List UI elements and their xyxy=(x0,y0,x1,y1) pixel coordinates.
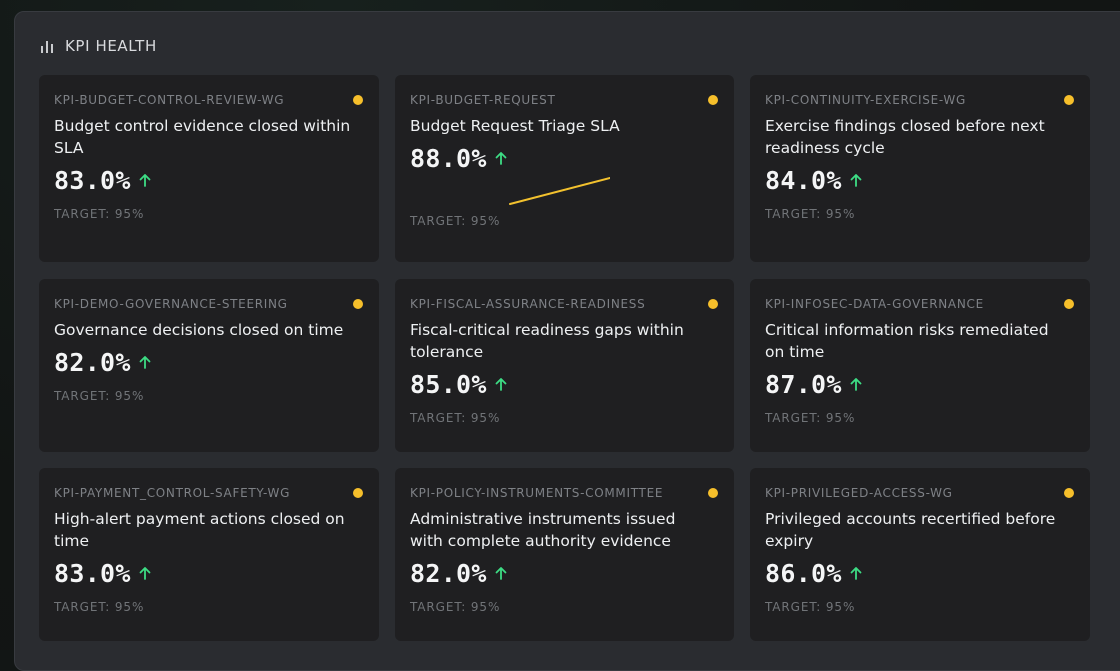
trend-up-icon xyxy=(139,567,151,580)
kpi-id: KPI-DEMO-GOVERNANCE-STEERING xyxy=(54,297,288,311)
kpi-title: Critical information risks remediated on… xyxy=(765,321,1049,361)
status-dot xyxy=(708,299,718,309)
kpi-card[interactable]: KPI-FISCAL-ASSURANCE-READINESS Fiscal-cr… xyxy=(395,279,734,452)
panel-title: KPI HEALTH xyxy=(65,37,157,55)
kpi-id: KPI-POLICY-INSTRUMENTS-COMMITTEE xyxy=(410,486,664,500)
kpi-target: TARGET: 95% xyxy=(410,411,501,425)
status-dot xyxy=(353,299,363,309)
status-dot xyxy=(708,95,718,105)
kpi-id: KPI-BUDGET-REQUEST xyxy=(410,93,556,107)
trend-up-icon xyxy=(495,378,507,391)
kpi-target: TARGET: 95% xyxy=(410,600,501,614)
kpi-health-panel: KPI HEALTH KPI-BUDGET-CONTROL-REVIEW-WG … xyxy=(14,11,1120,671)
kpi-value: 84.0% xyxy=(765,165,842,195)
trend-up-icon xyxy=(495,567,507,580)
kpi-value: 82.0% xyxy=(54,347,131,377)
kpi-title: Budget Request Triage SLA xyxy=(410,117,620,135)
kpi-value: 85.0% xyxy=(410,369,487,399)
kpi-id: KPI-PRIVILEGED-ACCESS-WG xyxy=(765,486,953,500)
kpi-card[interactable]: KPI-INFOSEC-DATA-GOVERNANCE Critical inf… xyxy=(750,279,1090,452)
kpi-id: KPI-PAYMENT_CONTROL-SAFETY-WG xyxy=(54,486,291,500)
status-dot xyxy=(1064,299,1074,309)
status-dot xyxy=(1064,488,1074,498)
sparkline xyxy=(509,177,610,205)
kpi-card[interactable]: KPI-BUDGET-CONTROL-REVIEW-WG Budget cont… xyxy=(39,75,379,262)
kpi-title: Privileged accounts recertified before e… xyxy=(765,510,1056,550)
kpi-value: 82.0% xyxy=(410,558,487,588)
kpi-value: 86.0% xyxy=(765,558,842,588)
kpi-title: Governance decisions closed on time xyxy=(54,321,344,339)
trend-up-icon xyxy=(850,567,862,580)
kpi-id: KPI-FISCAL-ASSURANCE-READINESS xyxy=(410,297,646,311)
status-dot xyxy=(708,488,718,498)
kpi-id: KPI-INFOSEC-DATA-GOVERNANCE xyxy=(765,297,984,311)
kpi-title: Fiscal-critical readiness gaps within to… xyxy=(410,321,684,361)
trend-up-icon xyxy=(850,174,862,187)
status-dot xyxy=(353,95,363,105)
kpi-card[interactable]: KPI-DEMO-GOVERNANCE-STEERING Governance … xyxy=(39,279,379,452)
trend-up-icon xyxy=(139,356,151,369)
kpi-title: Exercise findings closed before next rea… xyxy=(765,117,1045,157)
kpi-target: TARGET: 95% xyxy=(54,389,145,403)
kpi-target: TARGET: 95% xyxy=(54,207,145,221)
kpi-target: TARGET: 95% xyxy=(410,214,501,228)
kpi-value: 83.0% xyxy=(54,165,131,195)
kpi-card[interactable]: KPI-PRIVILEGED-ACCESS-WG Privileged acco… xyxy=(750,468,1090,641)
kpi-target: TARGET: 95% xyxy=(765,600,856,614)
kpi-card[interactable]: KPI-CONTINUITY-EXERCISE-WG Exercise find… xyxy=(750,75,1090,262)
bar-chart-icon xyxy=(41,41,53,53)
kpi-card[interactable]: KPI-PAYMENT_CONTROL-SAFETY-WG High-alert… xyxy=(39,468,379,641)
status-dot xyxy=(353,488,363,498)
trend-up-icon xyxy=(495,152,507,165)
kpi-title: High-alert payment actions closed on tim… xyxy=(54,510,345,550)
kpi-value: 88.0% xyxy=(410,143,487,173)
kpi-title: Administrative instruments issued with c… xyxy=(410,510,676,550)
kpi-target: TARGET: 95% xyxy=(765,207,856,221)
kpi-value: 83.0% xyxy=(54,558,131,588)
kpi-target: TARGET: 95% xyxy=(765,411,856,425)
status-dot xyxy=(1064,95,1074,105)
kpi-card[interactable]: KPI-POLICY-INSTRUMENTS-COMMITTEE Adminis… xyxy=(395,468,734,641)
kpi-id: KPI-CONTINUITY-EXERCISE-WG xyxy=(765,93,966,107)
kpi-target: TARGET: 95% xyxy=(54,600,145,614)
kpi-title: Budget control evidence closed within SL… xyxy=(54,117,351,157)
kpi-id: KPI-BUDGET-CONTROL-REVIEW-WG xyxy=(54,93,285,107)
trend-up-icon xyxy=(850,378,862,391)
panel-header: KPI HEALTH xyxy=(39,36,157,56)
kpi-card[interactable]: KPI-BUDGET-REQUEST Budget Request Triage… xyxy=(395,75,734,262)
kpi-value: 87.0% xyxy=(765,369,842,399)
trend-up-icon xyxy=(139,174,151,187)
